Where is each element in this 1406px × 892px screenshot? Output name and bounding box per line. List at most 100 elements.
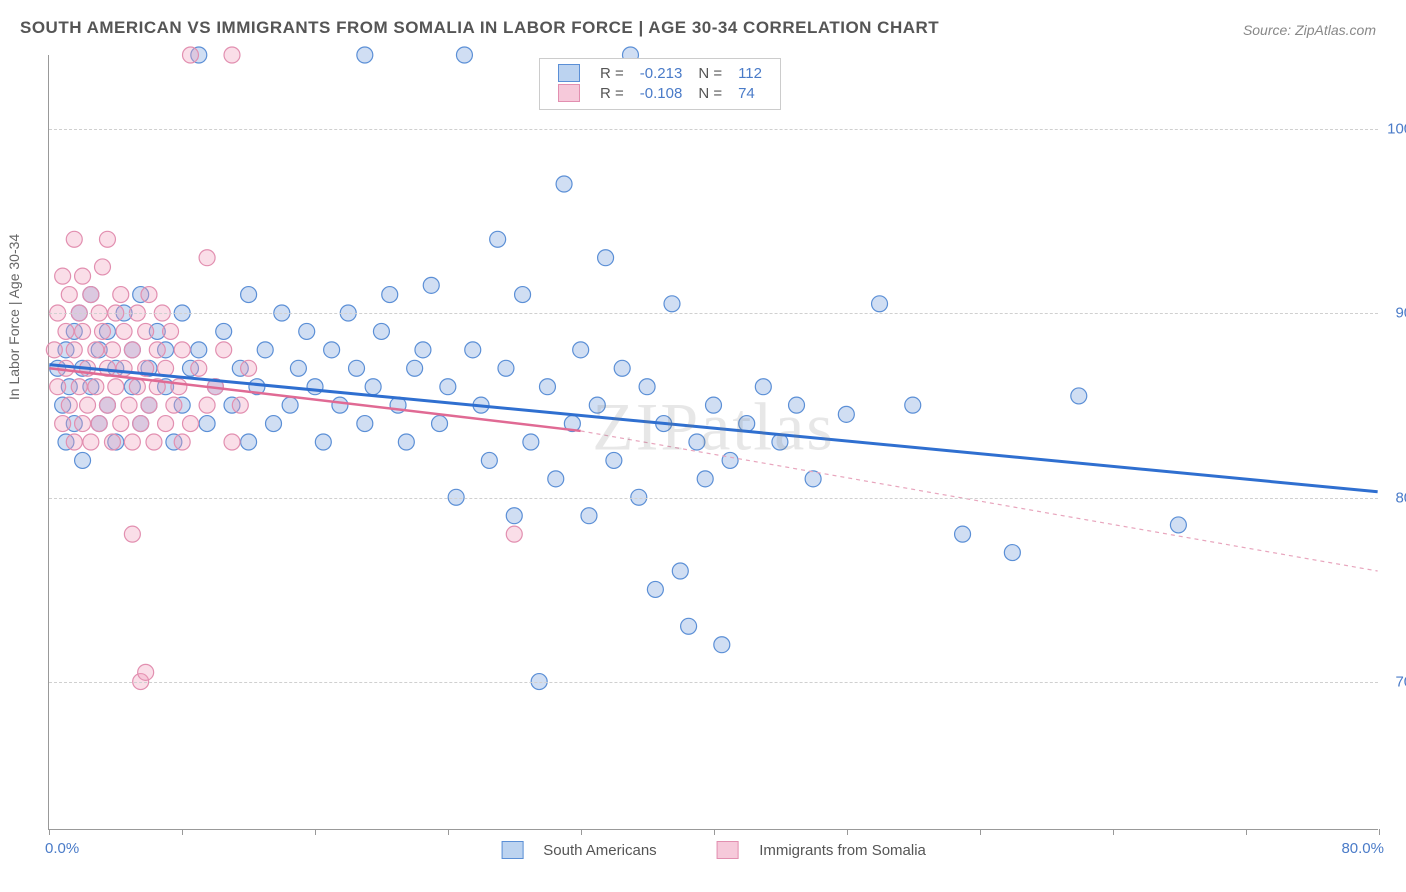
scatter-point [113, 287, 129, 303]
scatter-point [58, 360, 74, 376]
scatter-point [66, 231, 82, 247]
scatter-point [639, 379, 655, 395]
scatter-point [61, 397, 77, 413]
scatter-point [614, 360, 630, 376]
scatter-point [1170, 517, 1186, 533]
scatter-point [171, 379, 187, 395]
scatter-point [307, 379, 323, 395]
scatter-point [146, 434, 162, 450]
x-axis-max-label: 80.0% [1341, 840, 1384, 857]
scatter-point [573, 342, 589, 358]
scatter-point [398, 434, 414, 450]
scatter-point [138, 323, 154, 339]
scatter-point [299, 323, 315, 339]
scatter-point [838, 406, 854, 422]
scatter-point [224, 47, 240, 63]
scatter-point [324, 342, 340, 358]
scatter-point [191, 360, 207, 376]
x-tick [315, 829, 316, 835]
scatter-point [266, 416, 282, 432]
scatter-point [83, 287, 99, 303]
scatter-point [415, 342, 431, 358]
y-tick-label: 70.0% [1383, 674, 1406, 691]
scatter-point [66, 342, 82, 358]
scatter-point [556, 176, 572, 192]
scatter-point [216, 342, 232, 358]
chart-title: SOUTH AMERICAN VS IMMIGRANTS FROM SOMALI… [20, 18, 939, 38]
scatter-point [697, 471, 713, 487]
scatter-point [124, 434, 140, 450]
scatter-point [407, 360, 423, 376]
scatter-point [149, 342, 165, 358]
scatter-point [94, 259, 110, 275]
scatter-point [739, 416, 755, 432]
scatter-point [55, 416, 71, 432]
scatter-point [94, 323, 110, 339]
scatter-point [113, 416, 129, 432]
scatter-point [182, 47, 198, 63]
scatter-point [349, 360, 365, 376]
n-value-1: 112 [738, 65, 762, 82]
x-tick [714, 829, 715, 835]
scatter-point [357, 47, 373, 63]
scatter-point [88, 342, 104, 358]
scatter-point [589, 397, 605, 413]
legend-row-series1: R = -0.213 N = 112 [550, 63, 770, 83]
scatter-point [755, 379, 771, 395]
x-tick [1246, 829, 1247, 835]
scatter-point [523, 434, 539, 450]
scatter-point [606, 452, 622, 468]
x-tick [980, 829, 981, 835]
scatter-point [104, 342, 120, 358]
legend-row-series2: R = -0.108 N = 74 [550, 83, 770, 103]
gridline-h [49, 498, 1378, 499]
scatter-point [456, 47, 472, 63]
scatter-point [481, 452, 497, 468]
y-tick-label: 80.0% [1383, 489, 1406, 506]
x-tick [581, 829, 582, 835]
scatter-point [99, 231, 115, 247]
scatter-point [598, 250, 614, 266]
scatter-point [282, 397, 298, 413]
chart-container: SOUTH AMERICAN VS IMMIGRANTS FROM SOMALI… [0, 0, 1406, 892]
scatter-point [71, 379, 87, 395]
scatter-point [373, 323, 389, 339]
scatter-point [382, 287, 398, 303]
scatter-point [58, 323, 74, 339]
plot-area: In Labor Force | Age 30-34 ZIPatlas R = … [48, 55, 1378, 830]
r-label: R = [600, 85, 624, 102]
scatter-point [191, 342, 207, 358]
scatter-point [129, 379, 145, 395]
scatter-point [83, 434, 99, 450]
scatter-point [955, 526, 971, 542]
legend-swatch-pink [717, 841, 739, 859]
scatter-point [55, 268, 71, 284]
scatter-point [440, 379, 456, 395]
scatter-point [108, 379, 124, 395]
x-tick [1113, 829, 1114, 835]
scatter-point [290, 360, 306, 376]
scatter-point [91, 416, 107, 432]
scatter-point [121, 397, 137, 413]
scatter-point [1004, 545, 1020, 561]
legend-label-1: South Americans [543, 842, 656, 859]
scatter-point [141, 397, 157, 413]
scatter-point [241, 360, 257, 376]
scatter-point [257, 342, 273, 358]
r-value-1: -0.213 [640, 65, 683, 82]
gridline-h [49, 129, 1378, 130]
scatter-point [706, 397, 722, 413]
legend-swatch-blue [558, 64, 580, 82]
scatter-point [182, 416, 198, 432]
series-legend: South Americans Immigrants from Somalia [493, 841, 934, 859]
scatter-point [681, 618, 697, 634]
scatter-point [166, 397, 182, 413]
scatter-point [163, 323, 179, 339]
scatter-point [199, 250, 215, 266]
x-tick [847, 829, 848, 835]
y-axis-title: In Labor Force | Age 30-34 [6, 234, 22, 400]
scatter-point [664, 296, 680, 312]
scatter-point [647, 581, 663, 597]
scatter-point [66, 434, 82, 450]
scatter-point [141, 287, 157, 303]
